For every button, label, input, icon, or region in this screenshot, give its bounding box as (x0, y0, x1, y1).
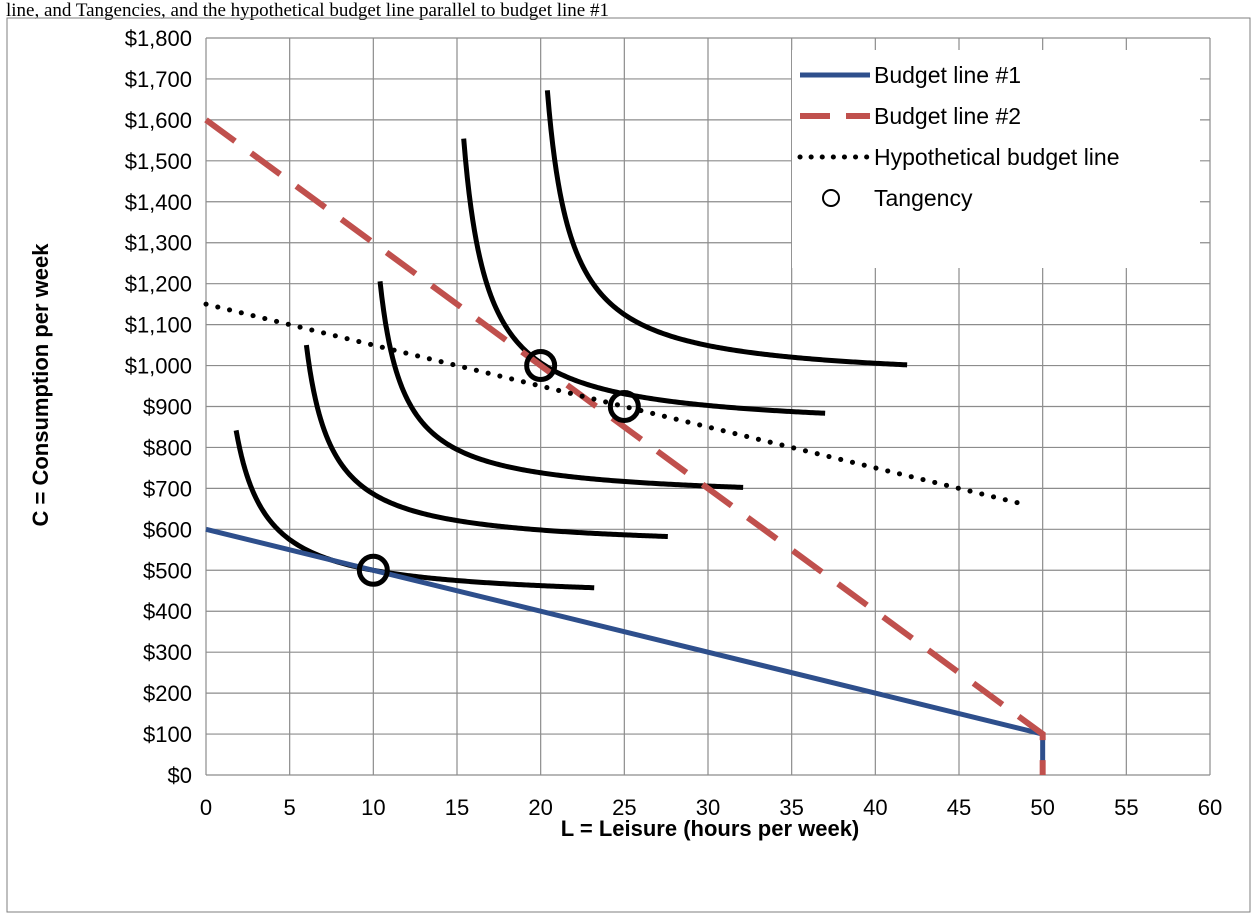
y-tick-label: $400 (143, 599, 192, 624)
legend-label: Budget line #1 (874, 62, 1021, 88)
x-tick-label: 45 (947, 795, 971, 820)
y-tick-label: $0 (168, 763, 192, 788)
legend-label: Tangency (874, 185, 973, 211)
chart-caption: line, and Tangencies, and the hypothetic… (6, 0, 609, 21)
x-tick-label: 50 (1030, 795, 1054, 820)
indifference-curve-4 (461, 138, 826, 416)
legend-items: Budget line #1 Budget line #2 Hypothetical… (797, 62, 1120, 211)
indifference-curves (233, 90, 908, 591)
x-tick-label: 15 (445, 795, 469, 820)
x-tick-label: 60 (1198, 795, 1222, 820)
series-line-2 (204, 117, 1046, 775)
y-tick-label: $1,600 (125, 108, 192, 133)
y-tick-label: $300 (143, 640, 192, 665)
x-tick-label: 25 (612, 795, 636, 820)
x-tick-label: 30 (696, 795, 720, 820)
y-tick-label: $1,500 (125, 149, 192, 174)
series-line-3 (203, 301, 1029, 508)
y-axis-title: C = Consumption per week (28, 243, 53, 527)
y-tick-label: $900 (143, 395, 192, 420)
y-tick-label: $1,000 (125, 354, 192, 379)
indifference-curve-1 (233, 429, 595, 591)
indifference-curve-3 (377, 281, 744, 490)
legend-label: Budget line #2 (874, 103, 1021, 129)
x-tick-label: 10 (361, 795, 385, 820)
x-tick-label: 0 (200, 795, 212, 820)
x-tick-label: 35 (779, 795, 803, 820)
tangency-marker (524, 349, 558, 383)
x-axis-title: L = Leisure (hours per week) (561, 816, 860, 841)
y-tick-label: $200 (143, 681, 192, 706)
indifference-curve-5 (544, 90, 908, 368)
x-tick-label: 40 (863, 795, 887, 820)
y-tick-label: $100 (143, 722, 192, 747)
y-tick-label: $1,700 (125, 67, 192, 92)
y-tick-label: $1,100 (125, 313, 192, 338)
x-tick-label: 55 (1114, 795, 1138, 820)
legend-swatch (822, 189, 840, 207)
y-tick-label: $1,200 (125, 272, 192, 297)
y-tick-label: $500 (143, 558, 192, 583)
series-lines (203, 117, 1046, 775)
tangency-marker (607, 390, 641, 423)
axes: 0 5 10 15 20 25 30 35 40 45 50 55 60 $0 $100 $200 $300 $4… (125, 26, 1223, 820)
y-tick-label: $1,300 (125, 231, 192, 256)
tangency-markers (356, 349, 641, 587)
x-tick-label: 5 (284, 795, 296, 820)
y-tick-label: $800 (143, 435, 192, 460)
tangency-marker (356, 553, 390, 587)
x-tick-label: 20 (528, 795, 552, 820)
chart-frame (6, 17, 1251, 913)
indifference-curve-2 (303, 344, 668, 540)
y-tick-label: $1,400 (125, 190, 192, 215)
legend-label: Hypothetical budget line (874, 144, 1120, 170)
y-tick-label: $700 (143, 476, 192, 501)
y-tick-label: $600 (143, 517, 192, 542)
legend: Budget line #1 Budget line #2 Hypothetical… (792, 50, 1200, 268)
y-tick-label: $1,800 (125, 26, 192, 51)
legend-box (792, 50, 1200, 268)
